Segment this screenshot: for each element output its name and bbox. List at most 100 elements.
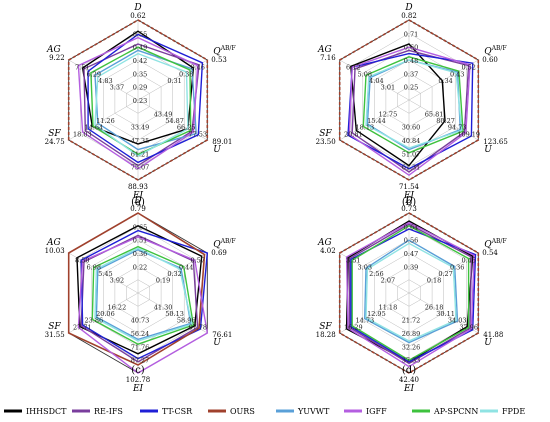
legend-label: OURS — [230, 407, 255, 416]
ring-tick-label: 3.51 — [346, 257, 360, 265]
series-line-ap-spcnn — [90, 46, 192, 156]
axis-name-label: EI — [403, 384, 415, 394]
ring-tick-label: 87.27 — [131, 357, 150, 365]
panel-label: (c) — [131, 365, 145, 376]
outer-value-label: 23.50 — [316, 138, 336, 146]
ring-tick-label: 12.75 — [379, 110, 398, 118]
legend-label: RE-IFS — [94, 407, 123, 416]
ring-tick-label: 66.25 — [177, 124, 196, 132]
series-line-ihhsdct — [81, 30, 195, 145]
series-line-re-ifs — [348, 223, 473, 365]
outer-value-label: 88.93 — [128, 183, 148, 191]
outer-value-label: 7.16 — [320, 54, 336, 62]
ring-tick-label: 5.45 — [98, 270, 112, 278]
panel-label: (b) — [402, 197, 416, 208]
outer-value-label: 4.02 — [320, 247, 336, 255]
outer-value-label: 24.75 — [45, 138, 65, 146]
legend-item: AP-SPCNN — [412, 407, 478, 416]
ring-tick-label: 3.92 — [110, 277, 124, 285]
ring-tick-label: 15.44 — [367, 117, 386, 125]
ring-tick-label: 94.73 — [448, 124, 467, 132]
series-line-igff — [77, 236, 209, 374]
series-line-igff — [345, 221, 475, 368]
ring-tick-label: 71.76 — [131, 343, 150, 351]
ring-tick-label: 4.04 — [369, 77, 383, 85]
outer-value-label: 42.40 — [399, 376, 419, 384]
ring-tick-label: 32.26 — [402, 343, 421, 351]
ring-tick-label: 0.48 — [404, 57, 418, 65]
ring-tick-label: 2.07 — [381, 277, 395, 285]
ring-tick-label: 0.45 — [461, 257, 475, 265]
ring-tick-label: 0.36 — [133, 250, 147, 258]
ring-tick-label: 0.38 — [179, 70, 193, 78]
ring-tick-label: 8.50 — [75, 257, 89, 265]
legend-item: OURS — [208, 407, 255, 416]
ring-tick-label: 3.37 — [110, 84, 124, 92]
ring-tick-label: 0.31 — [167, 77, 181, 85]
series-line-fpde — [94, 52, 189, 157]
legend-item: IHHSDCT — [4, 407, 67, 416]
legend-item: IGFF — [344, 407, 387, 416]
ring-tick-label: 77.53 — [188, 130, 207, 138]
ring-tick-label: 0.52 — [461, 64, 475, 72]
ring-tick-label: 0.46 — [190, 64, 204, 72]
axis-name-label: D — [133, 196, 141, 206]
outer-value-label: 0.69 — [211, 249, 227, 257]
series-line-ap-spcnn — [91, 245, 195, 345]
series-line-ap-spcnn — [362, 56, 464, 154]
legend-label: FPDE — [502, 407, 525, 416]
ring-tick-label: 11.26 — [96, 117, 115, 125]
axis-name-label: AG — [46, 238, 61, 248]
axis-spoke — [339, 99, 410, 141]
outer-value-label: 18.28 — [316, 331, 336, 339]
axis-spoke — [408, 99, 479, 141]
ring-tick-label: 61.31 — [402, 164, 421, 172]
ring-tick-label: 54.87 — [165, 117, 184, 125]
axis-name-label: AG — [317, 238, 332, 248]
series-line-fpde — [94, 247, 193, 342]
ring-tick-label: 0.39 — [404, 263, 418, 271]
axis-name-label: EI — [132, 384, 144, 394]
axis-name-label: U — [484, 145, 492, 155]
ring-tick-label: 4.83 — [98, 77, 112, 85]
ring-tick-label: 30.60 — [402, 124, 421, 132]
outer-value-label: 76.61 — [212, 331, 232, 339]
axis-name-label: D — [404, 3, 412, 13]
legend-item: TT-CSR — [140, 407, 193, 416]
ring-tick-label: 18.13 — [355, 124, 374, 132]
ring-tick-label: 109.19 — [457, 130, 480, 138]
legend-label: IHHSDCT — [26, 407, 67, 416]
series-line-ihhsdct — [350, 43, 446, 167]
axis-name-label: AG — [46, 45, 61, 55]
series-line-tt-csr — [87, 33, 204, 164]
ring-tick-label: 67.78 — [188, 323, 207, 331]
outer-value-label: 0.60 — [482, 56, 498, 64]
outer-value-label: 0.54 — [482, 249, 498, 257]
axis-name-label: EI — [403, 191, 415, 201]
ring-tick-label: 65.81 — [425, 110, 444, 118]
ring-tick-label: 34.03 — [448, 317, 467, 325]
ring-tick-label: 0.22 — [133, 263, 147, 271]
legend-label: AP-SPCNN — [433, 407, 478, 416]
ring-tick-label: 0.25 — [404, 84, 418, 92]
ring-tick-label: 21.72 — [402, 317, 421, 325]
ring-tick-label: 0.47 — [404, 250, 418, 258]
ring-tick-label: 0.55 — [133, 30, 147, 38]
ring-tick-label: 3.03 — [358, 263, 372, 271]
radar-panel: 0.55 0.49 0.42 0.35 0.29 0.23 0.460.380.31 77.5… — [45, 3, 236, 208]
ring-tick-label: 0.18 — [427, 277, 441, 285]
ring-tick-label: 47.35 — [131, 137, 150, 145]
series-line-ours — [67, 212, 206, 366]
ring-tick-label: 20.81 — [344, 130, 363, 138]
outer-value-label: 31.55 — [45, 331, 65, 339]
ring-tick-label: 0.71 — [404, 30, 418, 38]
ring-tick-label: 56.24 — [131, 330, 150, 338]
ring-tick-label: 0.29 — [133, 84, 147, 92]
axis-name-label: SF — [319, 129, 332, 139]
outer-value-label: 123.65 — [483, 138, 508, 146]
axis-name-label: U — [213, 145, 221, 155]
ring-tick-label: 0.34 — [438, 77, 452, 85]
ring-tick-label: 51.07 — [402, 150, 421, 158]
ring-tick-label: 0.60 — [404, 44, 418, 52]
axis-spoke — [68, 99, 139, 141]
